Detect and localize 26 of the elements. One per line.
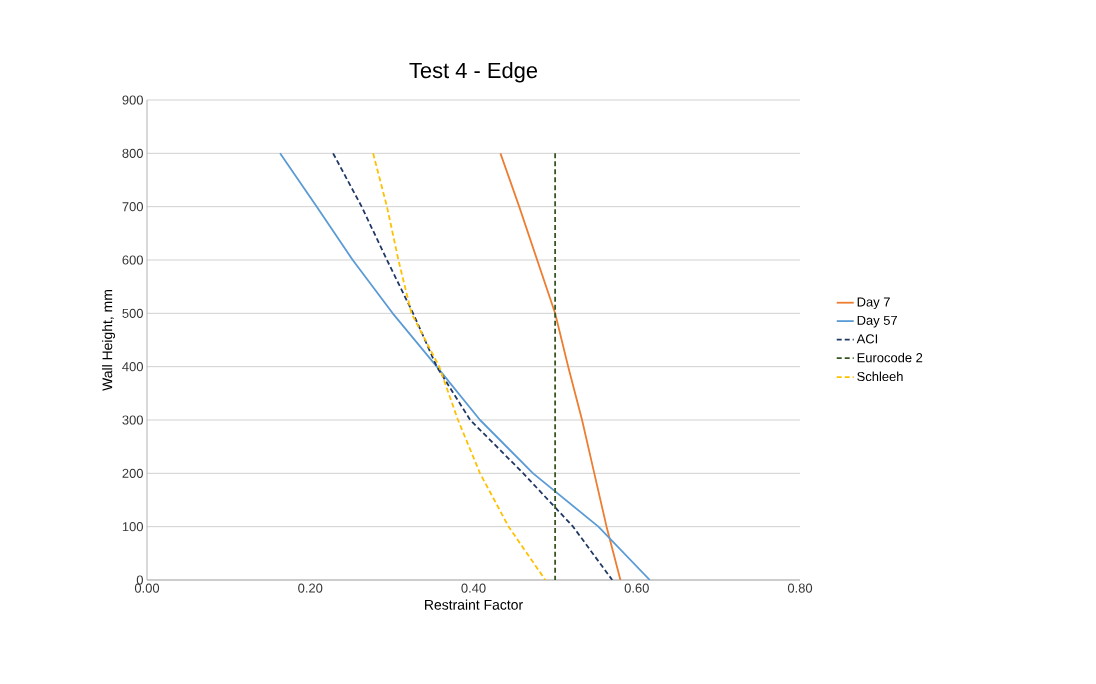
y-tick-label: 700 [122,202,143,212]
x-tick-label: 0.00 [134,583,160,593]
line-series [332,152,614,580]
line-series [279,152,651,580]
legend-label: Day 57 [857,315,897,328]
line-series [372,152,547,580]
y-tick-label: 300 [122,415,143,425]
y-tick-label: 0 [136,575,143,585]
x-tick-label: 0.60 [624,583,649,593]
chart-title: Test 4 - Edge [409,62,538,83]
legend-label: Schleeh [857,371,903,382]
y-axis-title: Wall Height, mm [102,290,116,391]
y-tick-label: 500 [122,308,143,318]
y-tick-label: 800 [122,148,143,158]
y-tick-label: 600 [122,255,143,265]
legend-label: Day 7 [857,297,890,310]
y-tick-label: 100 [122,522,143,532]
y-tick-label: 400 [122,362,143,372]
x-tick-label: 0.20 [298,583,323,593]
legend-label: Eurocode 2 [857,352,923,363]
y-tick-label: 200 [122,468,143,478]
legend-label: ACI [856,334,878,344]
y-tick-label: 900 [122,95,143,105]
x-tick-label: 0.80 [787,583,813,593]
x-tick-label: 0.40 [461,583,486,593]
x-axis-title: Restraint Factor [425,599,523,610]
